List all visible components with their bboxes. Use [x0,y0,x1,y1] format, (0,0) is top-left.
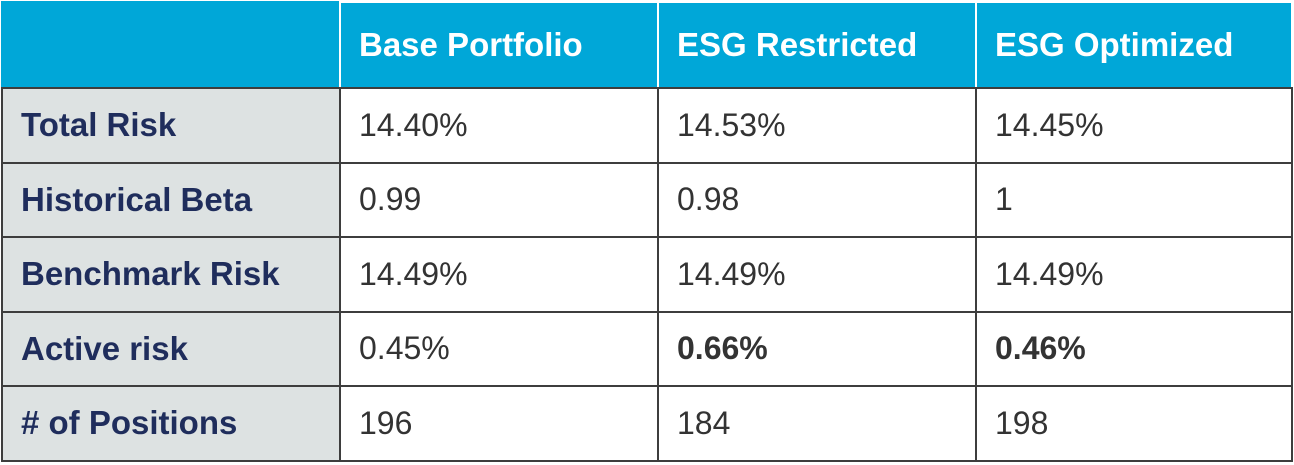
table-cell: 1 [975,161,1293,238]
row-label-positions: # of Positions [1,385,341,462]
row-label-active-risk: Active risk [1,310,341,387]
table-cell: 14.49% [975,236,1293,313]
header-esg-optimized: ESG Optimized [975,1,1293,89]
row-label-total-risk: Total Risk [1,87,341,164]
table-row: Benchmark Risk 14.49% 14.49% 14.49% [1,236,1293,313]
table-cell: 14.49% [657,236,977,313]
table-cell: 14.40% [339,87,659,164]
header-row: Base Portfolio ESG Restricted ESG Optimi… [1,1,1293,89]
table-cell-highlighted: 0.66% [657,310,977,387]
table-cell: 14.45% [975,87,1293,164]
table-cell: 14.53% [657,87,977,164]
row-label-benchmark-risk: Benchmark Risk [1,236,341,313]
table-cell: 198 [975,385,1293,462]
table-cell: 184 [657,385,977,462]
table-row: Total Risk 14.40% 14.53% 14.45% [1,87,1293,164]
header-corner-cell [1,1,341,89]
header-esg-restricted: ESG Restricted [657,1,977,89]
table-cell: 196 [339,385,659,462]
table-cell-highlighted: 0.46% [975,310,1293,387]
table-cell: 14.49% [339,236,659,313]
table-cell: 0.98 [657,161,977,238]
table-cell: 0.45% [339,310,659,387]
table-row: Historical Beta 0.99 0.98 1 [1,161,1293,238]
row-label-historical-beta: Historical Beta [1,161,341,238]
table-cell: 0.99 [339,161,659,238]
header-base-portfolio: Base Portfolio [339,1,659,89]
table-row: Active risk 0.45% 0.66% 0.46% [1,310,1293,387]
table-row: # of Positions 196 184 198 [1,385,1293,462]
